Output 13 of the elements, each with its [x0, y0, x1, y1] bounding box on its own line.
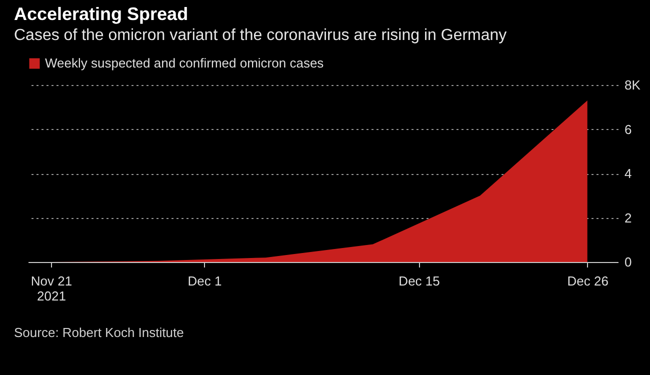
chart-subtitle: Cases of the omicron variant of the coronavirus are rising in Germany: [14, 27, 507, 44]
chart-title: Accelerating Spread: [14, 4, 188, 24]
x-tick-label: Dec 1: [188, 274, 222, 288]
y-tick-label: 6: [624, 122, 632, 137]
x-tick-label: Dec 26: [567, 274, 608, 288]
x-tick-label: Nov 21 2021: [30, 274, 72, 304]
y-tick-label: 8K: [624, 78, 641, 92]
y-tick-label: 4: [624, 166, 632, 181]
legend-label: Weekly suspected and confirmed omicron cases: [45, 56, 324, 70]
y-tick-label: 0: [624, 254, 632, 270]
y-tick-label: 2: [624, 210, 632, 226]
x-tick-label: Dec 15: [398, 274, 440, 288]
source-note: Source: Robert Koch Institute: [14, 325, 185, 340]
